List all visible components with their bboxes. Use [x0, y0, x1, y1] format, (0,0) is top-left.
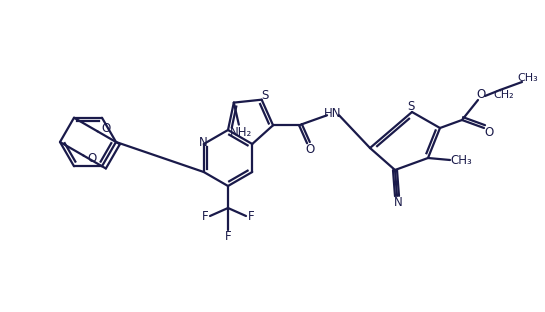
Text: CH₃: CH₃: [518, 73, 538, 83]
Text: CH₂: CH₂: [494, 90, 514, 100]
Text: HN: HN: [324, 107, 342, 120]
Text: NH₂: NH₂: [229, 126, 252, 139]
Text: CH₃: CH₃: [450, 154, 472, 167]
Text: O: O: [101, 122, 110, 135]
Text: O: O: [485, 125, 494, 139]
Text: F: F: [225, 230, 231, 242]
Text: O: O: [305, 143, 314, 156]
Text: S: S: [407, 100, 415, 114]
Text: N: N: [198, 135, 207, 149]
Text: S: S: [261, 89, 268, 102]
Text: F: F: [202, 209, 208, 222]
Text: N: N: [393, 197, 402, 209]
Text: F: F: [247, 209, 255, 222]
Text: O: O: [87, 152, 96, 165]
Text: O: O: [476, 89, 486, 101]
